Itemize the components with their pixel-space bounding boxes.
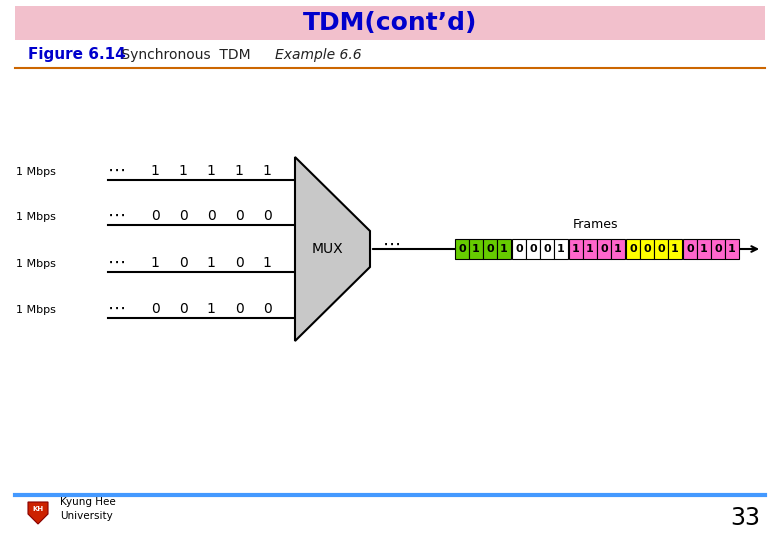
- Text: ⋯: ⋯: [108, 254, 126, 272]
- Bar: [469, 239, 483, 259]
- Text: 0: 0: [600, 244, 608, 254]
- Bar: [597, 239, 611, 259]
- Text: 0: 0: [179, 209, 187, 223]
- Bar: [711, 239, 725, 259]
- Text: 1: 1: [263, 164, 271, 178]
- Text: 1: 1: [586, 244, 594, 254]
- Bar: [455, 239, 469, 259]
- Text: MUX: MUX: [312, 242, 343, 256]
- Text: 0: 0: [263, 209, 271, 223]
- Text: 1: 1: [572, 244, 580, 254]
- Text: 0: 0: [686, 244, 694, 254]
- Text: 1: 1: [151, 164, 159, 178]
- Bar: [512, 239, 526, 259]
- Text: 0: 0: [658, 244, 665, 254]
- Bar: [497, 239, 511, 259]
- Text: 1: 1: [207, 256, 215, 270]
- Bar: [626, 239, 640, 259]
- Text: 0: 0: [235, 302, 243, 316]
- Text: 0: 0: [543, 244, 551, 254]
- Text: 1: 1: [728, 244, 736, 254]
- Text: Frames: Frames: [573, 219, 618, 232]
- Text: 0: 0: [644, 244, 651, 254]
- Text: 1: 1: [472, 244, 480, 254]
- Text: 0: 0: [714, 244, 722, 254]
- Text: 0: 0: [207, 209, 215, 223]
- Text: 0: 0: [486, 244, 494, 254]
- Text: 1: 1: [207, 164, 215, 178]
- Text: 0: 0: [179, 256, 187, 270]
- Text: ⋯: ⋯: [383, 236, 401, 254]
- Text: 1: 1: [263, 256, 271, 270]
- Text: 1: 1: [700, 244, 708, 254]
- Text: 0: 0: [235, 209, 243, 223]
- Text: 1: 1: [614, 244, 622, 254]
- Text: 0: 0: [529, 244, 537, 254]
- Text: 1: 1: [207, 302, 215, 316]
- Text: 1: 1: [235, 164, 243, 178]
- Text: 0: 0: [263, 302, 271, 316]
- Text: 1: 1: [179, 164, 187, 178]
- Text: 1 Mbps: 1 Mbps: [16, 305, 56, 315]
- Text: Example 6.6: Example 6.6: [275, 48, 362, 62]
- Bar: [683, 239, 697, 259]
- Text: ⋯: ⋯: [108, 300, 126, 318]
- Text: ⋯: ⋯: [108, 162, 126, 180]
- Text: 1: 1: [671, 244, 679, 254]
- Text: 0: 0: [179, 302, 187, 316]
- Bar: [15, 6, 765, 40]
- Bar: [668, 239, 682, 259]
- Text: ⋯: ⋯: [108, 207, 126, 225]
- Bar: [569, 239, 583, 259]
- Bar: [611, 239, 625, 259]
- Text: 1: 1: [557, 244, 565, 254]
- Bar: [654, 239, 668, 259]
- Bar: [697, 239, 711, 259]
- Text: 0: 0: [458, 244, 466, 254]
- Polygon shape: [295, 157, 370, 341]
- Text: 0: 0: [629, 244, 636, 254]
- Text: Kyung Hee
University: Kyung Hee University: [60, 497, 115, 521]
- Text: Synchronous  TDM: Synchronous TDM: [117, 48, 255, 62]
- Text: 0: 0: [515, 244, 523, 254]
- Text: 33: 33: [730, 506, 760, 530]
- Bar: [725, 239, 739, 259]
- Text: 1 Mbps: 1 Mbps: [16, 212, 56, 222]
- Text: Figure 6.14: Figure 6.14: [28, 48, 126, 63]
- Bar: [554, 239, 568, 259]
- Text: 0: 0: [151, 209, 159, 223]
- Text: 0: 0: [151, 302, 159, 316]
- Polygon shape: [28, 502, 48, 524]
- Text: 1: 1: [151, 256, 159, 270]
- Bar: [483, 239, 497, 259]
- Text: 1 Mbps: 1 Mbps: [16, 167, 56, 177]
- Text: 1 Mbps: 1 Mbps: [16, 259, 56, 269]
- Text: 0: 0: [235, 256, 243, 270]
- Bar: [640, 239, 654, 259]
- Text: TDM(cont’d): TDM(cont’d): [303, 11, 477, 35]
- Bar: [540, 239, 554, 259]
- Bar: [526, 239, 540, 259]
- Bar: [583, 239, 597, 259]
- Text: 1: 1: [500, 244, 508, 254]
- Text: KH: KH: [33, 506, 44, 512]
